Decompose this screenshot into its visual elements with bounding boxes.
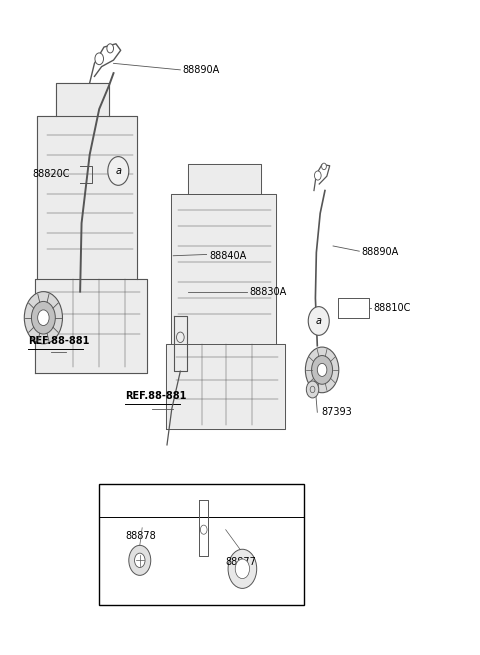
Circle shape — [312, 356, 333, 384]
Text: 88820C: 88820C — [33, 169, 70, 179]
Text: 88890A: 88890A — [183, 65, 220, 75]
Polygon shape — [35, 278, 147, 373]
Text: a: a — [115, 497, 120, 506]
FancyBboxPatch shape — [99, 484, 304, 605]
Polygon shape — [37, 115, 137, 278]
Text: 88810C: 88810C — [373, 303, 411, 313]
Text: a: a — [115, 166, 121, 176]
Text: REF.88-881: REF.88-881 — [125, 391, 187, 401]
Text: 87393: 87393 — [321, 407, 352, 417]
Circle shape — [134, 553, 145, 567]
Text: a: a — [316, 316, 322, 326]
Circle shape — [317, 364, 327, 377]
Circle shape — [228, 550, 257, 588]
Polygon shape — [171, 194, 276, 344]
Circle shape — [95, 53, 104, 65]
Text: 88840A: 88840A — [209, 251, 246, 261]
Polygon shape — [56, 83, 109, 115]
Circle shape — [306, 381, 319, 398]
Text: 88877: 88877 — [226, 557, 256, 567]
Circle shape — [24, 291, 62, 344]
Text: 88878: 88878 — [125, 531, 156, 541]
Circle shape — [108, 157, 129, 185]
Circle shape — [32, 301, 55, 334]
Circle shape — [235, 559, 250, 578]
Circle shape — [129, 546, 151, 575]
Circle shape — [37, 310, 49, 326]
Circle shape — [308, 307, 329, 335]
Circle shape — [314, 171, 321, 180]
Circle shape — [322, 163, 326, 170]
Circle shape — [109, 490, 126, 514]
Circle shape — [305, 347, 339, 393]
Text: 88830A: 88830A — [250, 287, 287, 297]
Polygon shape — [166, 344, 285, 428]
Text: REF.88-881: REF.88-881 — [28, 335, 89, 346]
Circle shape — [107, 44, 114, 53]
Polygon shape — [188, 164, 262, 194]
Text: 88890A: 88890A — [362, 248, 399, 257]
